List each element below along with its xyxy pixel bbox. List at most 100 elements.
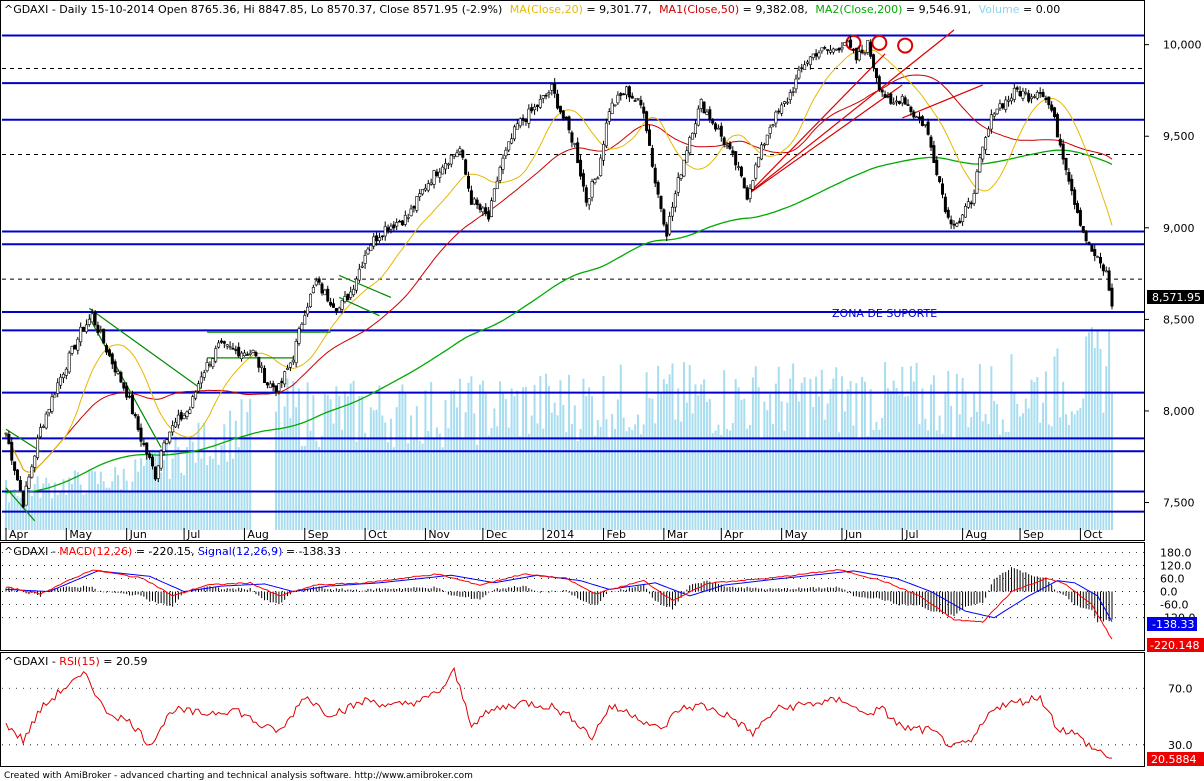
candle-body — [4, 432, 8, 435]
candle-body — [535, 104, 539, 107]
volume-bar — [1070, 411, 1073, 530]
candle-body — [989, 114, 993, 130]
volume-bar — [481, 380, 484, 530]
volume-bar — [220, 445, 223, 530]
volume-bar — [105, 487, 108, 530]
candle-body — [153, 466, 157, 480]
volume-bar — [1042, 402, 1045, 530]
candle-body — [1093, 249, 1097, 257]
candle-body — [409, 208, 413, 217]
candle-body — [1030, 96, 1034, 100]
volume-bar — [1108, 330, 1111, 530]
candle-body — [102, 328, 106, 344]
volume-bar — [375, 409, 378, 530]
candle-body — [892, 102, 896, 105]
volume-bar — [433, 437, 436, 530]
volume-bar — [901, 366, 904, 530]
volume-bar — [657, 365, 660, 530]
candle-body — [561, 110, 565, 119]
candle-body — [202, 372, 206, 378]
volume-bar — [789, 378, 792, 530]
x-tick-label: Apr — [724, 528, 744, 541]
candle-body — [467, 175, 471, 189]
candle-body — [59, 376, 63, 386]
volume-bar — [36, 476, 39, 530]
candle-body — [670, 206, 674, 217]
volume-bar — [332, 423, 335, 530]
candle-body — [268, 383, 272, 388]
candle-body — [978, 157, 982, 173]
candle-body — [1084, 232, 1088, 242]
candle-body — [128, 395, 132, 398]
volume-bar — [1102, 412, 1105, 530]
candle-body — [541, 95, 545, 99]
candle-body — [774, 111, 778, 124]
volume-bar — [1099, 348, 1102, 530]
macd-y-tick-label: 0.0 — [1160, 586, 1178, 599]
volume-bar — [404, 391, 407, 530]
candle-body — [814, 53, 818, 57]
volume-bar — [863, 381, 866, 530]
volume-bar — [496, 426, 499, 530]
candle-body — [489, 200, 493, 217]
trend-line-green — [5, 487, 36, 522]
header-ma200-value: = 9,546.91, — [902, 3, 971, 16]
volume-bar — [527, 433, 530, 530]
volume-bar — [769, 394, 772, 530]
volume-bar — [915, 362, 918, 530]
volume-bar — [125, 480, 128, 530]
price-header: ^GDAXI - Daily 15-10-2014 Open 8765.36, … — [4, 3, 1060, 16]
volume-bar — [565, 432, 568, 530]
candle-body — [156, 465, 160, 479]
volume-bar — [424, 390, 427, 530]
candle-body — [107, 349, 111, 356]
candle-body — [30, 466, 34, 478]
macd-y-tick-label: -60.0 — [1160, 599, 1188, 612]
volume-bar — [691, 413, 694, 530]
volume-bar — [306, 382, 309, 530]
volume-bar — [447, 428, 450, 530]
volume-bar — [944, 391, 947, 530]
candle-body — [1076, 203, 1080, 213]
candle-body — [415, 196, 419, 211]
volume-bar — [547, 386, 550, 530]
candle-body — [389, 225, 393, 230]
candle-body — [625, 86, 629, 96]
candle-body — [24, 485, 28, 506]
volume-bar — [234, 420, 237, 530]
volume-bar — [180, 472, 183, 530]
volume-bar — [932, 375, 935, 530]
candle-body — [375, 235, 379, 242]
volume-bar — [918, 424, 921, 530]
candle-body — [745, 187, 749, 200]
price-candles — [4, 35, 1114, 509]
volume-bar — [493, 408, 496, 530]
volume-bar — [119, 489, 122, 530]
macd-last-tag — [1147, 638, 1204, 652]
candle-body — [512, 126, 516, 140]
candle-body — [47, 408, 51, 414]
volume-bar — [300, 445, 303, 530]
candle-body — [1032, 96, 1036, 98]
volume-bar — [855, 383, 858, 530]
volume-bar — [140, 458, 143, 530]
trend-line-red — [746, 84, 903, 196]
candle-body — [645, 111, 649, 132]
volume-bar — [522, 387, 525, 530]
volume-bar — [674, 419, 677, 530]
volume-bar — [950, 405, 953, 530]
candle-body — [340, 300, 344, 310]
rsi-pane: 70.0 30.0 20.5884 ^GDAXI - RSI(15) = 20.5… — [0, 652, 1204, 767]
volume-bar — [5, 480, 7, 530]
volume-bar — [211, 458, 214, 530]
volume-bar — [559, 380, 562, 530]
volume-bar — [203, 422, 206, 530]
macd-y-tick-label: 120.0 — [1160, 559, 1192, 572]
candle-body — [334, 308, 338, 312]
candle-body — [136, 416, 140, 430]
volume-bar — [358, 395, 361, 530]
volume-bar — [289, 418, 292, 530]
candle-body — [199, 376, 203, 384]
candle-body — [900, 96, 904, 104]
candle-body — [797, 69, 801, 79]
